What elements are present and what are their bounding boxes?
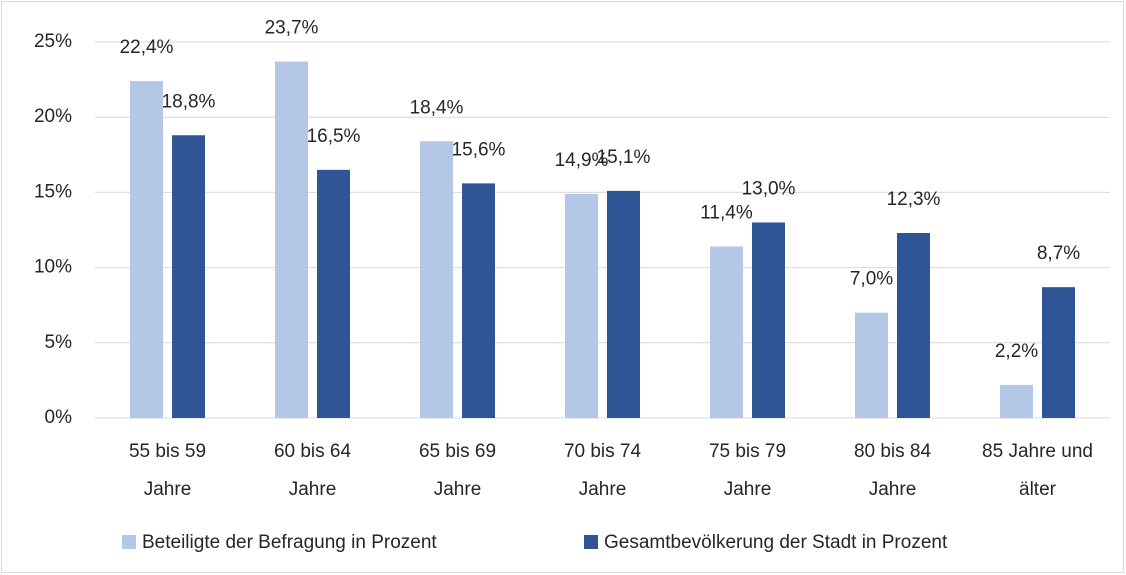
- y-tick-label: 15%: [34, 181, 72, 202]
- data-label: 18,8%: [162, 91, 216, 112]
- bar: [1000, 384, 1033, 418]
- data-label: 18,4%: [410, 97, 464, 118]
- data-label: 15,1%: [597, 147, 651, 168]
- bar: [607, 190, 640, 418]
- data-label: 22,4%: [120, 37, 174, 58]
- data-label: 15,6%: [452, 139, 506, 160]
- legend-label: Beteiligte der Befragung in Prozent: [142, 532, 437, 553]
- legend-swatch: [122, 535, 136, 549]
- data-label: 7,0%: [850, 269, 893, 290]
- bar: [275, 61, 308, 418]
- legend-swatch: [584, 535, 598, 549]
- legend-label: Gesamtbevölkerung der Stadt in Prozent: [604, 532, 948, 553]
- bar: [855, 312, 888, 418]
- bar: [1042, 287, 1075, 418]
- data-label: 2,2%: [995, 341, 1038, 362]
- bar: [897, 233, 930, 418]
- bar: [130, 81, 163, 418]
- data-label: 11,4%: [700, 203, 753, 224]
- x-tick-label: 80 bis 84 Jahre: [854, 441, 932, 500]
- y-tick-label: 5%: [45, 332, 73, 353]
- bar: [710, 246, 743, 418]
- data-label: 8,7%: [1037, 243, 1080, 264]
- x-tick-label: 55 bis 59 Jahre: [129, 441, 206, 500]
- data-label: 14,9%: [555, 150, 609, 171]
- x-tick-label: 60 bis 64 Jahre: [274, 441, 352, 500]
- y-tick-label: 10%: [34, 257, 72, 278]
- bar: [752, 222, 785, 418]
- x-tick-label: 70 bis 74 Jahre: [564, 441, 642, 500]
- y-tick-label: 25%: [34, 31, 72, 52]
- bar: [565, 193, 598, 418]
- data-label: 12,3%: [887, 189, 941, 210]
- bar: [317, 169, 350, 418]
- x-tick-label: 65 bis 69 Jahre: [419, 441, 496, 500]
- y-tick-label: 20%: [34, 106, 72, 127]
- data-label: 23,7%: [265, 18, 319, 39]
- bar: [172, 135, 205, 419]
- bar: [420, 141, 453, 418]
- bar: [462, 183, 495, 418]
- x-tick-label: 75 bis 79 Jahre: [709, 441, 786, 500]
- data-label: 13,0%: [742, 178, 796, 199]
- data-label: 16,5%: [307, 126, 361, 147]
- x-tick-label: 85 Jahre und älter: [982, 441, 1093, 500]
- y-tick-label: 0%: [45, 407, 73, 428]
